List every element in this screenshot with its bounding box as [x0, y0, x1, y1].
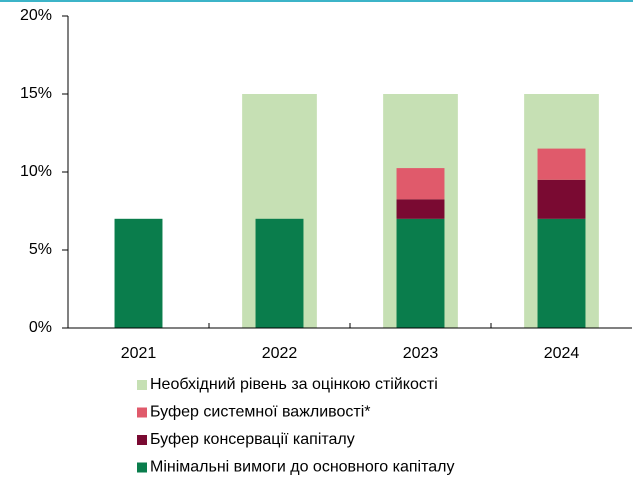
legend-label: Необхідний рівень за оцінкою стійкості [150, 376, 438, 393]
y-tick-label: 20% [20, 7, 52, 24]
y-tick-label: 0% [29, 319, 52, 336]
bar-segment [396, 168, 445, 200]
legend-label: Буфер консервації капіталу [150, 431, 355, 448]
bar-segment [114, 218, 163, 328]
x-tick-label: 2021 [121, 345, 157, 362]
bar-segment [537, 148, 586, 180]
legend-swatch [137, 462, 147, 473]
legend-label: Мінімальні вимоги до основного капіталу [150, 459, 454, 476]
bar-segment [537, 179, 586, 219]
bar-segment [537, 218, 586, 328]
legend-swatch [137, 435, 147, 445]
y-tick-label: 10% [20, 163, 52, 180]
legend-swatch [137, 407, 147, 418]
bar-segment [255, 218, 304, 328]
x-tick-label: 2023 [403, 345, 439, 362]
bar-segment [396, 218, 445, 328]
legend-swatch [137, 380, 147, 390]
y-tick-label: 15% [20, 85, 52, 102]
legend-label: Буфер системної важливості* [150, 404, 371, 421]
x-tick-label: 2024 [544, 345, 580, 362]
x-tick-label: 2022 [262, 345, 298, 362]
bar-segment [396, 199, 445, 219]
y-tick-label: 5% [29, 241, 52, 258]
